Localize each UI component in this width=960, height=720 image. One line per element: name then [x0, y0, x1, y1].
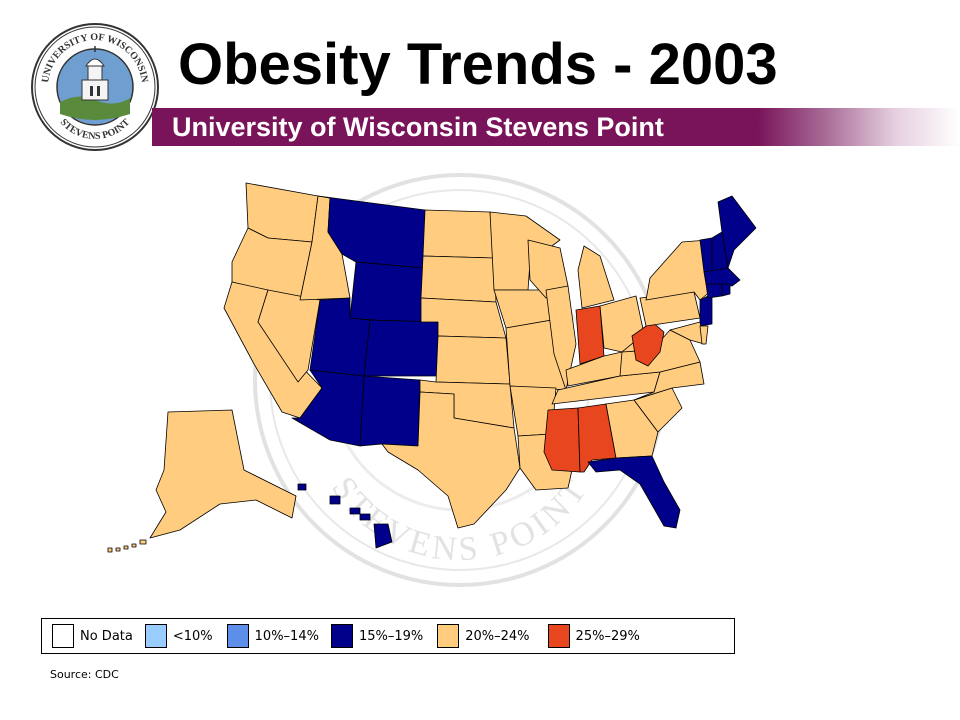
state-fl — [587, 455, 681, 529]
state-il — [545, 285, 577, 391]
state-wy — [349, 261, 424, 325]
legend-item: 10%–14% — [226, 624, 319, 648]
state-nd — [422, 209, 495, 259]
legend-label: 20%–24% — [465, 628, 530, 644]
legend-label: <10% — [172, 628, 213, 644]
state-sd — [420, 255, 497, 303]
state-ak — [149, 409, 297, 539]
source-note: Source: CDC — [50, 668, 119, 681]
legend-label: No Data — [80, 628, 133, 644]
legend-item: 15%–19% — [330, 624, 424, 648]
map-legend: No Data <10% 10%–14% 15%–19% 20%–24% 25%–29% — [41, 618, 735, 654]
state-nm — [359, 375, 421, 447]
state-ma — [703, 267, 741, 287]
legend-swatch — [330, 624, 353, 648]
page-title: Obesity Trends - 2003 — [178, 32, 778, 97]
state-nj — [699, 293, 713, 327]
state-co — [363, 319, 439, 377]
state-hi — [297, 483, 393, 549]
legend-item: <10% — [144, 624, 213, 648]
state-in — [575, 305, 605, 365]
state-ny — [645, 239, 713, 301]
legend-swatch — [52, 624, 74, 648]
state-ak-islands — [107, 539, 147, 553]
legend-label: 15%–19% — [358, 628, 424, 644]
university-seal: UNIVERSITY OF WISCONSIN STEVENS POINT — [31, 23, 159, 151]
page-subtitle: University of Wisconsin Stevens Point — [172, 112, 664, 142]
state-mi — [577, 245, 615, 309]
state-ms — [543, 407, 581, 473]
legend-item: No Data — [52, 624, 133, 648]
legend-item: 25%–29% — [547, 624, 640, 648]
state-ga — [605, 399, 659, 459]
legend-swatch — [144, 624, 167, 648]
state-ct — [705, 283, 723, 299]
us-obesity-map — [107, 182, 757, 553]
legend-swatch — [547, 624, 570, 648]
state-tx — [381, 391, 521, 529]
subtitle-banner: University of Wisconsin Stevens Point — [152, 108, 960, 146]
legend-item: 20%–24% — [437, 624, 530, 648]
legend-swatch — [226, 624, 249, 648]
state-ks — [435, 335, 511, 385]
state-ri — [721, 283, 731, 297]
legend-label: 25%–29% — [575, 628, 640, 644]
legend-label: 10%–14% — [254, 628, 319, 644]
legend-swatch — [437, 624, 460, 648]
state-de — [699, 325, 709, 345]
state-me — [717, 195, 757, 269]
